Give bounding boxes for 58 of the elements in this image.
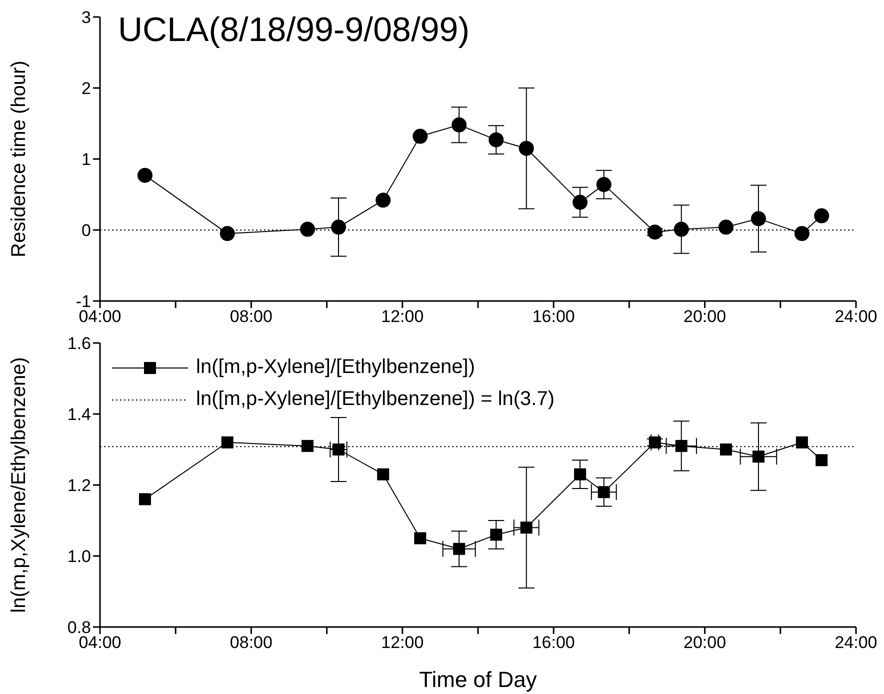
point	[816, 454, 828, 466]
point	[718, 220, 734, 235]
point	[750, 211, 766, 226]
point	[648, 436, 661, 448]
y-tick-label: 1.0	[67, 547, 91, 566]
point	[300, 222, 316, 237]
point	[752, 450, 764, 463]
y-tick-label: 1	[82, 150, 91, 170]
x-tick-label: 08:00	[230, 633, 272, 652]
point	[794, 226, 810, 242]
point	[518, 140, 534, 156]
point	[674, 222, 689, 237]
y-tick-label: 3	[82, 8, 91, 28]
point	[572, 194, 588, 210]
point	[302, 440, 314, 452]
point	[720, 444, 732, 456]
y-tick-label: 0	[82, 221, 91, 240]
point	[138, 493, 151, 506]
y-tick-label: 1.2	[67, 476, 91, 496]
point	[796, 436, 808, 448]
x-tick-label: 24:00	[834, 307, 878, 326]
point	[414, 532, 426, 544]
y-axis-title: ln(m,p,Xylene/Ethylbenzene)	[8, 357, 30, 613]
legend-label: ln([m,p-Xylene]/[Ethylbenzene]) = ln(3.7)	[195, 387, 555, 412]
x-tick-label: 12:00	[381, 307, 424, 326]
y-tick-label: 1.4	[67, 405, 91, 424]
x-tick-label: 20:00	[684, 633, 726, 652]
point	[520, 522, 532, 534]
point	[452, 117, 467, 132]
x-tick-label: 12:00	[381, 633, 424, 652]
x-tick-label: 16:00	[532, 307, 575, 326]
y-tick-label: 2	[82, 79, 91, 98]
point	[331, 220, 346, 235]
point	[598, 486, 610, 498]
point	[488, 132, 504, 148]
x-axis-title: Time of Day	[419, 667, 537, 692]
point	[137, 168, 152, 183]
x-tick-label: 08:00	[230, 307, 272, 326]
point	[376, 192, 391, 208]
point	[490, 528, 502, 541]
x-tick-label: 24:00	[834, 633, 878, 652]
point	[647, 224, 662, 240]
chart-title: UCLA(8/18/99-9/08/99)	[118, 11, 470, 50]
point	[221, 436, 234, 448]
point	[814, 208, 830, 224]
legend-label: ln([m,p-Xylene]/[Ethylbenzene])	[195, 355, 476, 380]
x-tick-label: 16:00	[532, 633, 575, 652]
point	[453, 542, 466, 555]
point	[377, 468, 390, 480]
point	[574, 468, 586, 480]
point	[332, 444, 345, 456]
x-tick-label: 20:00	[684, 307, 726, 326]
point	[412, 128, 428, 144]
point	[596, 177, 612, 192]
point	[220, 226, 235, 242]
y-tick-label: 1.6	[67, 334, 91, 354]
y-axis-title: Residence time (hour)	[8, 60, 30, 258]
point	[675, 440, 688, 452]
